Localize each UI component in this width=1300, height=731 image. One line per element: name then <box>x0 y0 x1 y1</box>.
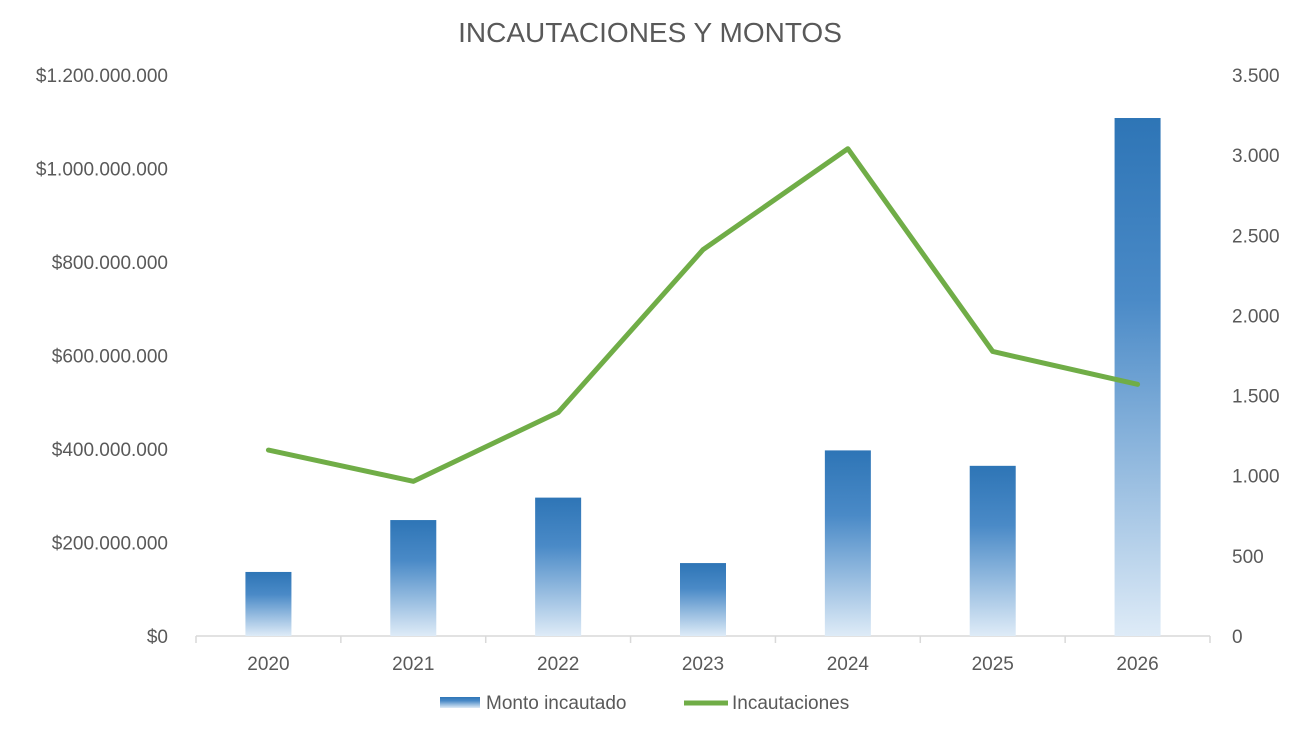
right-tick-label: 3.500 <box>1232 66 1280 87</box>
right-tick-label: 2.000 <box>1232 306 1280 327</box>
bar-2023 <box>680 563 726 636</box>
legend-swatch-monto <box>440 697 480 708</box>
bar-2026 <box>1114 118 1161 636</box>
x-tick-label: 2023 <box>682 654 724 675</box>
right-tick-label: 3.000 <box>1232 146 1280 167</box>
left-tick-label: $200.000.000 <box>52 534 168 555</box>
bar-2021 <box>390 520 437 636</box>
left-tick-label: $600.000.000 <box>52 347 168 368</box>
x-tick-label: 2020 <box>247 654 289 675</box>
bar-2025 <box>969 465 1016 636</box>
line-series <box>265 146 1141 484</box>
x-tick-label: 2022 <box>537 654 579 675</box>
x-tick-label: 2026 <box>1116 654 1158 675</box>
left-tick-label: $1.000.000.000 <box>36 160 168 181</box>
right-tick-label: 0 <box>1232 627 1243 648</box>
chart-title: INCAUTACIONES Y MONTOS <box>458 17 842 48</box>
legend: Monto incautado Incautaciones <box>440 693 849 714</box>
bar-2022 <box>535 497 582 636</box>
bar-2024 <box>824 450 871 636</box>
left-tick-label: $400.000.000 <box>52 440 168 461</box>
x-tick-label: 2024 <box>827 654 870 675</box>
incautaciones-line <box>265 146 1141 484</box>
bar-2020 <box>245 571 292 636</box>
legend-label-incautaciones: Incautaciones <box>732 693 849 714</box>
right-tick-label: 500 <box>1232 547 1264 568</box>
x-tick-label: 2025 <box>972 654 1014 675</box>
right-tick-label: 2.500 <box>1232 226 1280 247</box>
right-tick-label: 1.500 <box>1232 387 1280 408</box>
x-tick-label: 2021 <box>392 654 434 675</box>
left-axis-ticks: $0 $200.000.000 $400.000.000 $600.000.000 $8… <box>36 66 168 648</box>
bar-series <box>245 118 1161 636</box>
left-tick-label: $800.000.000 <box>52 253 168 274</box>
x-axis: 2020 2021 2022 2023 2024 2025 2026 <box>195 635 1211 675</box>
left-tick-label: $1.200.000.000 <box>36 66 168 87</box>
legend-label-monto: Monto incautado <box>486 693 627 714</box>
right-tick-label: 1.000 <box>1232 467 1280 488</box>
left-tick-label: $0 <box>147 627 168 648</box>
right-axis-ticks: 0 500 1.000 1.500 2.000 2.500 3.000 3.500 <box>1232 66 1280 648</box>
